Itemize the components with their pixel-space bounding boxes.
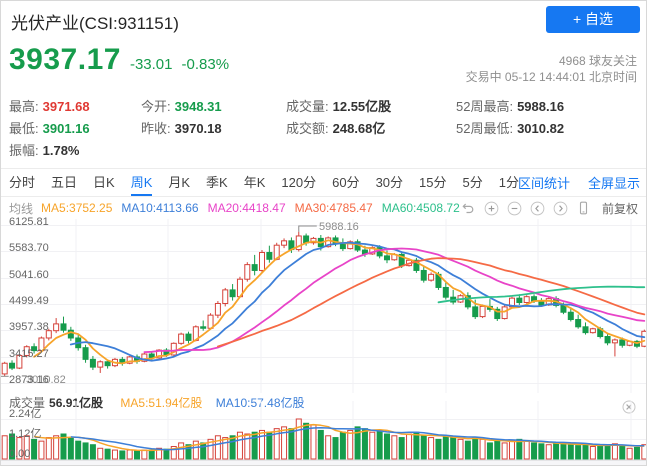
stat-label: 52周最高: <box>456 99 514 114</box>
ma-legend-item: MA10:4113.66 <box>121 201 199 215</box>
close-icon[interactable] <box>622 400 636 419</box>
ma-legend-item: MA5:3752.25 <box>41 201 113 215</box>
volume-chart-area[interactable] <box>1 393 647 460</box>
tab-period-8[interactable]: 60分 <box>332 175 360 190</box>
stat-label: 振幅: <box>9 143 39 158</box>
bottom-scroll-strip[interactable] <box>1 460 646 465</box>
stat-row: 52周最低: 3010.82 <box>456 118 564 140</box>
stat-row: 成交量: 12.55亿股 <box>286 96 391 118</box>
stat-value: 1.78% <box>42 143 80 158</box>
stat-label: 52周最低: <box>456 121 514 136</box>
tab-period-0[interactable]: 分时 <box>9 175 36 190</box>
stat-row: 52周最高: 5988.16 <box>456 96 564 118</box>
chart-toolbar: 前复权 <box>460 198 638 218</box>
stat-label: 最低: <box>9 121 39 136</box>
stat-column: 最高: 3971.68 最低: 3901.16 振幅: 1.78% <box>9 96 90 162</box>
y-axis-label: 6125.81 <box>9 215 49 228</box>
tab-period-11[interactable]: 5分 <box>462 175 483 190</box>
high-annotation: 5988.16 <box>319 221 359 233</box>
stat-column: 今开: 3948.31 昨收: 3970.18 <box>141 96 222 140</box>
stat-row: 最高: 3971.68 <box>9 96 90 118</box>
stat-column: 52周最高: 5988.16 52周最低: 3010.82 <box>456 96 564 140</box>
stat-value: 5988.16 <box>517 99 565 114</box>
tab-period-1[interactable]: 五日 <box>51 175 78 190</box>
stat-label: 今开: <box>141 99 171 114</box>
volume-ma10: MA10:57.48亿股 <box>215 396 305 410</box>
stat-value: 3948.31 <box>174 99 222 114</box>
stat-column: 成交量: 12.55亿股 成交额: 248.68亿 <box>286 96 391 140</box>
followers-count: 4968 球友关注 <box>558 54 637 68</box>
stat-label: 成交量: <box>286 99 329 114</box>
volume-bar-chart[interactable] <box>1 393 647 460</box>
price-block: 3937.17 -33.01 -0.83% <box>9 43 229 77</box>
stat-row: 振幅: 1.78% <box>9 140 90 162</box>
stat-value: 3971.68 <box>42 99 90 114</box>
price-candle-chart[interactable] <box>1 219 647 393</box>
arrow-right-icon[interactable] <box>553 201 568 216</box>
volume-label: 成交量 <box>9 396 46 410</box>
volume-ma5: MA5:51.94亿股 <box>120 396 203 410</box>
tab-period-12[interactable]: 1分 <box>498 175 519 190</box>
tab-period-2[interactable]: 日K <box>93 175 115 190</box>
ma-legend-items: MA5:3752.25 MA10:4113.66 MA20:4418.47 MA30:… <box>41 201 469 215</box>
add-watchlist-button[interactable]: + 自选 <box>546 6 640 33</box>
y-axis-label: 5583.70 <box>9 241 49 254</box>
zoom-in-icon[interactable] <box>484 201 499 216</box>
tab-period-7[interactable]: 120分 <box>281 175 317 190</box>
y-axis-label: 3957.38 <box>9 320 49 333</box>
tab-period-4[interactable]: 月K <box>168 175 191 190</box>
price-chart-area[interactable]: 雪球 5988.16 3010.82 <box>1 219 647 393</box>
y-axis-label: 2873.16 <box>9 373 49 386</box>
chart-action-links: 区间统计 全屏显示 <box>518 169 640 196</box>
stat-value: 3010.82 <box>517 121 565 136</box>
low-annotation: 3010.82 <box>26 374 66 386</box>
phone-icon[interactable] <box>576 200 591 216</box>
tab-period-5[interactable]: 季K <box>206 175 228 190</box>
stat-row: 昨收: 3970.18 <box>141 118 222 140</box>
ma-legend: 均线 MA5:3752.25 MA10:4113.66 MA20:4418.47 MA… <box>9 198 469 218</box>
volume-axis-label: 2.24亿 <box>9 407 42 420</box>
page-title: 光伏产业(CSI:931151) <box>11 14 179 33</box>
tab-period-6[interactable]: 年K <box>243 175 266 190</box>
stat-value: 3970.18 <box>174 121 222 136</box>
stat-label: 成交额: <box>286 121 329 136</box>
stat-value: 12.55亿股 <box>332 99 392 114</box>
ma-legend-item: MA20:4418.47 <box>207 201 286 215</box>
y-axis-label: 3415.27 <box>9 347 49 360</box>
fullscreen-link[interactable]: 全屏显示 <box>587 176 640 191</box>
volume-axis-label: 0.00 <box>9 447 31 460</box>
undo-icon[interactable] <box>460 201 476 216</box>
stat-value: 3901.16 <box>42 121 90 136</box>
price-change-percent: -0.83% <box>181 56 230 73</box>
stat-row: 今开: 3948.31 <box>141 96 222 118</box>
zoom-out-icon[interactable] <box>507 201 522 216</box>
arrow-left-icon[interactable] <box>530 201 545 216</box>
stat-row: 最低: 3901.16 <box>9 118 90 140</box>
y-axis-label: 4499.49 <box>9 294 49 307</box>
tab-period-9[interactable]: 30分 <box>375 175 404 190</box>
y-axis-label: 5041.60 <box>9 268 49 281</box>
stat-value: 248.68亿 <box>332 121 386 136</box>
price-change: -33.01 <box>129 56 173 73</box>
ma-legend-item: MA60:4508.72 <box>381 201 460 215</box>
ma-legend-label: 均线 <box>9 201 34 216</box>
volume-axis-label: 1.12亿 <box>9 427 42 440</box>
tab-period-3[interactable]: 周K <box>130 169 153 196</box>
market-session-status: 交易中 05-12 14:44:01 北京时间 <box>465 70 637 84</box>
stat-label: 最高: <box>9 99 39 114</box>
tab-period-10[interactable]: 15分 <box>419 175 447 190</box>
stat-row: 成交额: 248.68亿 <box>286 118 391 140</box>
period-tabs: 分时 五日 日K 周K 月K 季K 年K 120分 60分 30分 15分 5分 1分 <box>9 169 519 196</box>
stat-label: 昨收: <box>141 121 171 136</box>
ma-legend-item: MA30:4785.47 <box>294 201 373 215</box>
period-tabbar: 分时 五日 日K 周K 月K 季K 年K 120分 60分 30分 15分 5分 1分 区间统计 全屏显示 <box>1 168 646 197</box>
adjust-mode-label[interactable]: 前复权 <box>601 201 638 216</box>
range-stats-link[interactable]: 区间统计 <box>517 176 570 191</box>
current-price: 3937.17 <box>9 43 121 76</box>
